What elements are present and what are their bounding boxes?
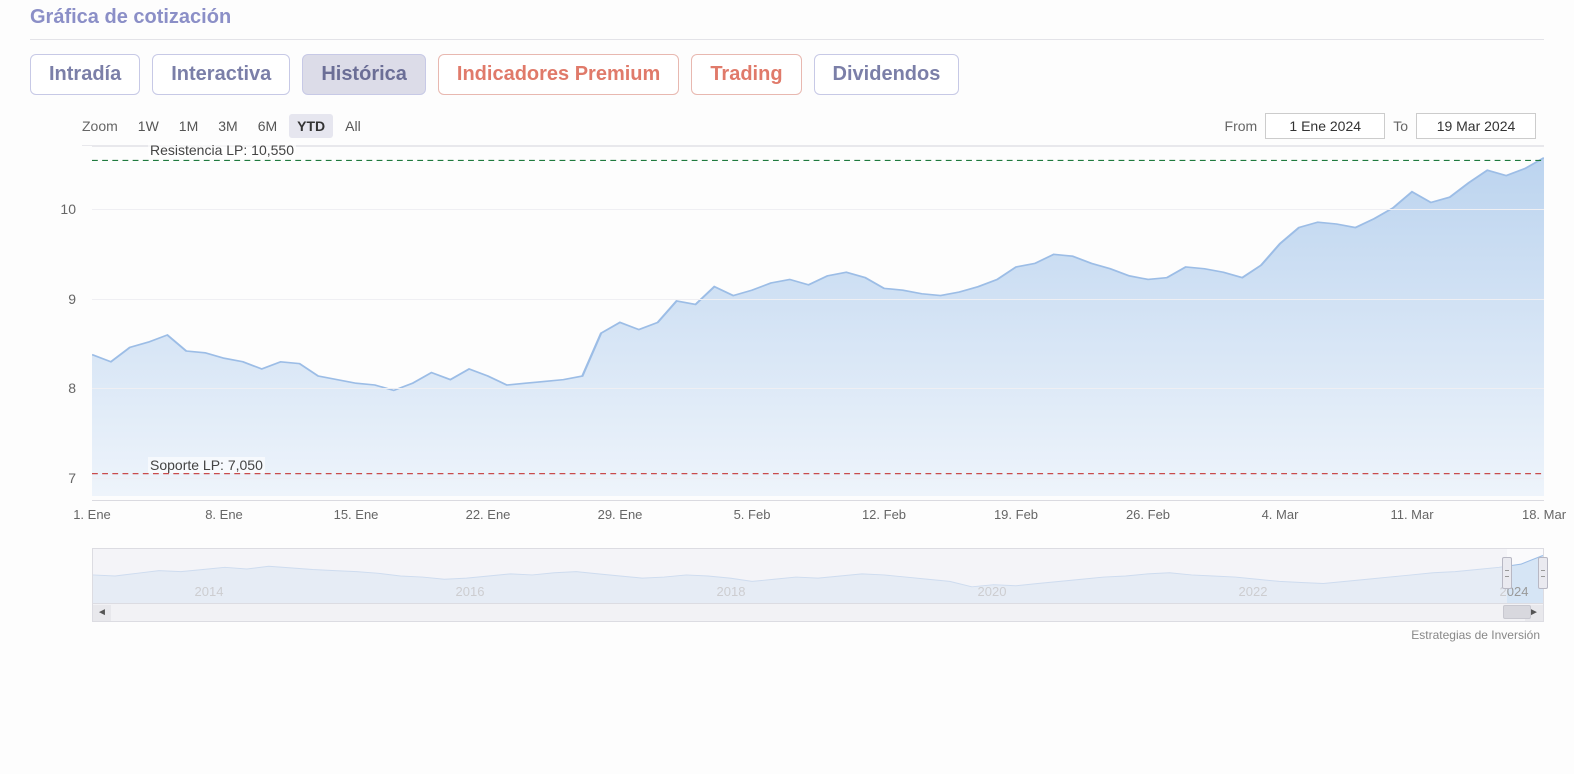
y-tick: 10 [60, 201, 76, 217]
x-tick: 1. Ene [73, 507, 111, 522]
navigator-scrollbar[interactable]: ◄ ► [92, 604, 1544, 622]
zoom-1w[interactable]: 1W [130, 114, 167, 138]
chart-credits: Estrategias de Inversión [30, 622, 1544, 642]
resistance-label: Resistencia LP: 10,550 [148, 142, 296, 158]
from-date-input[interactable] [1265, 113, 1385, 139]
to-label: To [1393, 118, 1408, 134]
x-tick: 18. Mar [1522, 507, 1566, 522]
navigator[interactable]: 201420162018202020222024 [92, 548, 1544, 604]
x-tick: 11. Mar [1390, 507, 1433, 522]
zoom-3m[interactable]: 3M [210, 114, 245, 138]
navigator-handle-left[interactable] [1502, 557, 1512, 589]
tab-trading[interactable]: Trading [691, 54, 801, 95]
support-label: Soporte LP: 7,050 [148, 457, 265, 473]
chart-toolbar: Zoom 1W1M3M6MYTDAll From To [30, 113, 1544, 145]
zoom-ytd[interactable]: YTD [289, 114, 333, 138]
x-tick: 26. Feb [1126, 507, 1170, 522]
section-title: Gráfica de cotización [30, 0, 1544, 40]
tab-histórica[interactable]: Histórica [302, 54, 426, 95]
y-tick: 7 [68, 470, 76, 486]
x-tick: 22. Ene [466, 507, 511, 522]
x-tick: 19. Feb [994, 507, 1038, 522]
x-tick: 4. Mar [1262, 507, 1299, 522]
x-tick: 29. Ene [598, 507, 643, 522]
y-tick: 9 [68, 291, 76, 307]
chart-container: Zoom 1W1M3M6MYTDAll From To 7 8 9 10 Resist… [30, 113, 1544, 642]
tab-interactiva[interactable]: Interactiva [152, 54, 290, 95]
y-axis: 7 8 9 10 [42, 146, 82, 496]
tab-dividendos[interactable]: Dividendos [814, 54, 960, 95]
navigator-handle-right[interactable] [1538, 557, 1548, 589]
scrollbar-thumb[interactable] [1503, 605, 1531, 619]
zoom-6m[interactable]: 6M [250, 114, 285, 138]
zoom-all[interactable]: All [337, 114, 369, 138]
x-tick: 5. Feb [734, 507, 771, 522]
tab-indicadores-premium[interactable]: Indicadores Premium [438, 54, 679, 95]
from-label: From [1225, 118, 1258, 134]
y-tick: 8 [68, 380, 76, 396]
scroll-left-icon[interactable]: ◄ [93, 605, 111, 621]
x-axis: 1. Ene8. Ene15. Ene22. Ene29. Ene5. Feb1… [92, 500, 1544, 526]
x-tick: 8. Ene [205, 507, 243, 522]
tab-intradía[interactable]: Intradía [30, 54, 140, 95]
to-date-input[interactable] [1416, 113, 1536, 139]
zoom-1m[interactable]: 1M [171, 114, 206, 138]
x-tick: 12. Feb [862, 507, 906, 522]
tabs-row: Intradía Interactiva Histórica Indicadores … [30, 54, 1544, 95]
main-chart[interactable]: 7 8 9 10 Resistencia LP: 10,550Soporte LP: … [42, 146, 1544, 526]
plot-area: Resistencia LP: 10,550Soporte LP: 7,050 [92, 146, 1544, 496]
zoom-label: Zoom [82, 118, 118, 134]
x-tick: 15. Ene [334, 507, 379, 522]
